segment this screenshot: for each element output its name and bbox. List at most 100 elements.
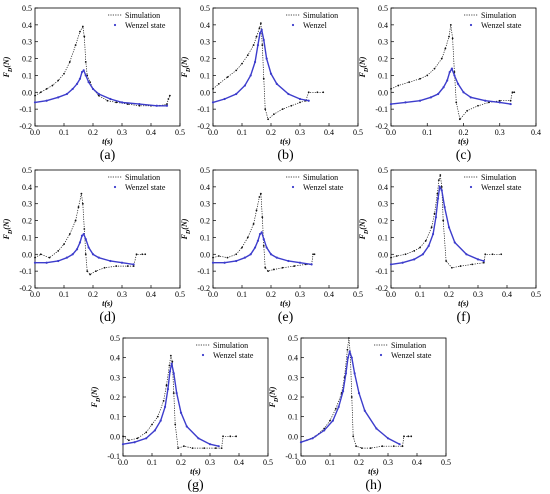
y-tick-label: -0.1 <box>375 105 388 114</box>
data-point-simulation <box>455 101 458 104</box>
x-tick-label: 0.4 <box>324 290 334 299</box>
data-point-wenzel <box>78 241 82 244</box>
data-point-wenzel <box>275 82 278 85</box>
data-point-simulation <box>74 219 77 222</box>
x-tick-label: 0.2 <box>444 290 454 299</box>
data-point-simulation <box>222 435 224 438</box>
data-point-simulation <box>80 192 83 195</box>
y-axis-label: FD(N) <box>180 56 192 78</box>
y-tick-label: 0.1 <box>200 233 210 242</box>
data-point-wenzel <box>431 232 435 236</box>
data-point-wenzel <box>145 437 148 440</box>
x-tick-label: 0.2 <box>354 458 364 467</box>
legend-label: Wenzel state <box>303 183 344 192</box>
data-point-wenzel <box>163 405 167 408</box>
data-point-wenzel <box>80 234 84 237</box>
data-point-simulation <box>220 447 223 450</box>
x-tick-label: 0.1 <box>325 458 335 467</box>
legend-label: Wenzel state <box>481 21 522 30</box>
data-point-wenzel <box>159 419 162 422</box>
data-point-simulation <box>246 54 249 57</box>
data-point-wenzel <box>235 259 238 263</box>
data-point-simulation <box>165 384 168 387</box>
x-axis-label: t(s) <box>368 467 379 476</box>
data-point-wenzel <box>427 244 430 247</box>
data-point-simulation <box>156 415 159 418</box>
x-tick-label: 0.1 <box>59 290 69 299</box>
legend-label: Wenzel <box>303 21 328 30</box>
x-tick-label: 0.0 <box>30 290 40 299</box>
data-point-wenzel <box>421 253 424 256</box>
series-line-wenzel <box>122 363 219 447</box>
y-tick-label: 0.0 <box>22 88 32 97</box>
data-point-simulation <box>290 104 293 107</box>
data-point-simulation <box>81 202 84 205</box>
data-point-simulation <box>407 435 410 438</box>
data-point-wenzel <box>404 101 407 104</box>
y-tick-label: 0.5 <box>288 334 298 343</box>
data-point-simulation <box>141 253 144 256</box>
data-point-wenzel <box>509 102 512 106</box>
data-point-wenzel <box>269 72 273 75</box>
x-axis-label: t(s) <box>458 299 469 308</box>
chart-panel: 0.0 0.1 0.2 0.3 0.4 -0.2 -0.1 0.0 0.1 0.2 0.3 0.4 0.… <box>358 4 541 163</box>
data-point-simulation <box>267 118 269 121</box>
chart-panel: 0.0 0.1 0.2 0.3 0.4 0.5 -0.2 -0.1 0.0 0.1 0.2 0.3 0.… <box>180 166 363 325</box>
y-tick-label: -0.1 <box>197 105 210 114</box>
data-point-simulation <box>281 108 284 111</box>
legend-label: Simulation <box>481 173 516 182</box>
data-point-wenzel <box>109 97 112 101</box>
panel-label: (d) <box>99 310 116 325</box>
data-point-wenzel <box>249 253 252 256</box>
chart-panel: 0.0 0.1 0.2 0.3 0.4 0.5 -0.2 -0.1 0.0 0.1 0.2 0.3 0.… <box>358 166 541 325</box>
data-point-simulation <box>433 67 436 70</box>
plot-frame <box>34 7 181 127</box>
data-point-simulation <box>79 30 81 33</box>
data-point-wenzel <box>436 197 440 200</box>
x-tick-label: 0.4 <box>146 290 156 299</box>
x-tick-label: 0.3 <box>117 128 127 137</box>
x-axis-label: t(s) <box>280 299 291 308</box>
y-tick-label: 0.1 <box>22 233 32 242</box>
data-point-simulation <box>83 35 86 38</box>
data-point-simulation <box>95 270 97 273</box>
data-point-wenzel <box>185 425 188 428</box>
data-point-wenzel <box>211 101 215 104</box>
panel-label: (h) <box>365 478 382 493</box>
data-point-simulation <box>437 179 440 182</box>
data-point-simulation <box>439 174 442 176</box>
x-axis-label: t(s) <box>458 137 469 146</box>
panel-label: (a) <box>100 148 116 163</box>
data-point-simulation <box>212 256 214 259</box>
y-tick-label: 0.2 <box>378 217 388 226</box>
x-tick-label: 0.0 <box>296 458 306 467</box>
data-point-wenzel <box>275 256 278 259</box>
data-point-simulation <box>39 91 42 94</box>
data-point-wenzel <box>153 429 156 432</box>
data-point-wenzel <box>260 231 263 234</box>
y-tick-label: 0.1 <box>22 71 32 80</box>
panel-label: (g) <box>187 478 204 493</box>
data-point-simulation <box>352 435 355 438</box>
data-point-wenzel <box>443 205 446 209</box>
data-point-wenzel <box>386 437 390 440</box>
y-axis-label: FD(N) <box>180 218 192 240</box>
data-point-simulation <box>334 407 337 410</box>
data-point-simulation <box>226 76 229 79</box>
data-point-wenzel <box>311 437 314 440</box>
legend-label: Wenzel state <box>125 21 166 30</box>
data-point-wenzel <box>84 238 87 241</box>
data-point-simulation <box>458 118 461 121</box>
panel-label: (b) <box>277 148 294 163</box>
series-line-simulation <box>390 24 515 121</box>
data-point-wenzel <box>258 32 262 35</box>
data-point-simulation <box>241 246 243 249</box>
data-point-wenzel <box>344 372 348 375</box>
data-point-wenzel <box>243 84 246 87</box>
data-point-wenzel <box>132 263 135 266</box>
data-point-simulation <box>267 270 269 273</box>
data-point-simulation <box>299 101 301 104</box>
y-tick-label: 0.0 <box>200 88 210 97</box>
data-point-simulation <box>392 445 395 448</box>
data-point-simulation <box>487 101 490 104</box>
